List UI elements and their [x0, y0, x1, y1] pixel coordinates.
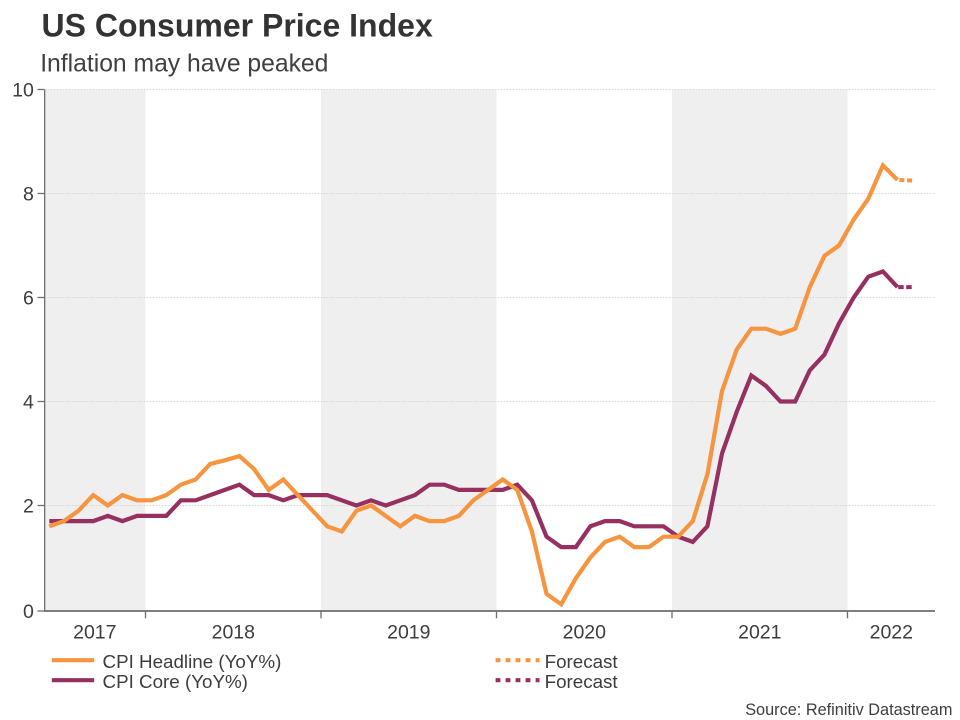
svg-text:2021: 2021	[738, 622, 781, 644]
svg-text:US Consumer Price Index: US Consumer Price Index	[42, 8, 433, 44]
svg-text:2019: 2019	[387, 622, 430, 644]
svg-text:4: 4	[23, 391, 34, 413]
svg-text:Inflation may have peaked: Inflation may have peaked	[40, 50, 328, 77]
svg-text:2022: 2022	[870, 622, 913, 644]
svg-text:CPI Core (YoY%): CPI Core (YoY%)	[103, 671, 248, 692]
svg-text:0: 0	[23, 601, 34, 623]
svg-text:2018: 2018	[212, 622, 255, 644]
svg-text:2017: 2017	[73, 622, 116, 644]
svg-text:6: 6	[23, 287, 34, 309]
svg-text:CPI Headline (YoY%): CPI Headline (YoY%)	[103, 651, 282, 672]
svg-text:2020: 2020	[563, 622, 607, 644]
svg-text:Forecast: Forecast	[545, 651, 619, 672]
svg-text:Source: Refinitiv Datastream: Source: Refinitiv Datastream	[745, 701, 952, 719]
svg-text:Forecast: Forecast	[545, 671, 619, 692]
svg-text:8: 8	[23, 183, 34, 205]
svg-text:2: 2	[23, 495, 34, 517]
svg-text:10: 10	[12, 79, 34, 101]
